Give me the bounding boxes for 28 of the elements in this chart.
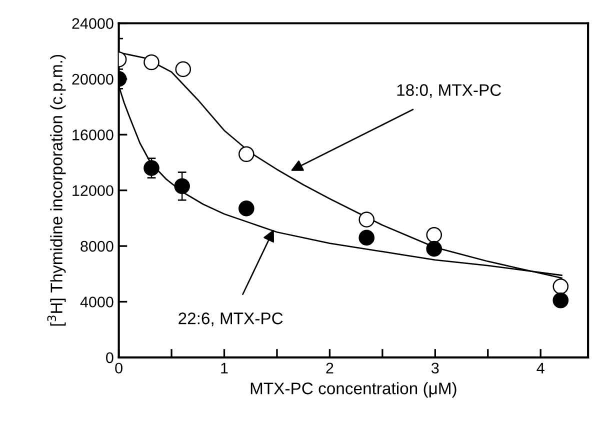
y-tick-label: 20000 — [72, 74, 114, 85]
x-axis-title: MTX-PC concentration (μM) — [250, 382, 456, 398]
y-axis-title: [$^{3}$H] Thymidine incorporation (c.p.m.) — [47, 54, 66, 326]
point — [144, 54, 160, 70]
point — [174, 178, 190, 194]
y-tick-label: 24000 — [72, 18, 114, 29]
point — [175, 61, 192, 78]
x-tick-label: 1 — [221, 362, 228, 374]
x-tick-label: 2 — [326, 362, 334, 374]
annotation: 18:0, MTX-PC — [397, 84, 502, 98]
annotation: 22:6, MTX-PC — [178, 312, 283, 326]
point — [144, 160, 160, 176]
y-tick-label: 8000 — [80, 240, 114, 252]
point — [552, 278, 569, 294]
point — [552, 292, 569, 308]
x-tick-label: 3 — [431, 362, 439, 374]
y-tick-label: 4000 — [80, 296, 114, 308]
y-tick-label: 16000 — [72, 130, 114, 140]
y-tick-label: 0 — [106, 352, 114, 364]
point — [358, 212, 375, 228]
point — [426, 240, 442, 257]
point — [358, 230, 375, 246]
point — [238, 146, 254, 162]
y-tick-label: 12000 — [72, 185, 114, 196]
point — [426, 226, 442, 243]
x-tick-label: 4 — [536, 362, 544, 374]
x-tick-label: 0 — [115, 362, 122, 374]
point — [238, 200, 254, 216]
